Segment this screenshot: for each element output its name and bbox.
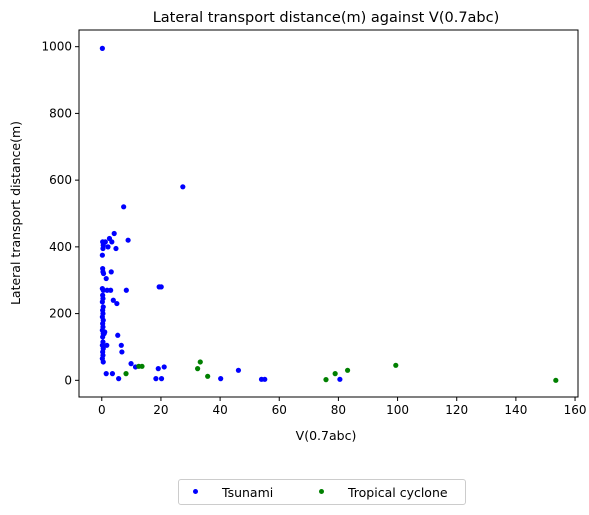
tsunami-point [121, 204, 127, 210]
tropical-cyclone-point [205, 373, 211, 379]
tropical-cyclone-point [195, 366, 201, 372]
tropical-cyclone-point [332, 371, 338, 377]
chart-title: Lateral transport distance(m) against V(… [153, 10, 500, 26]
plot-frame [78, 29, 579, 398]
x-tick-label: 80 [331, 403, 346, 417]
tsunami-point [128, 361, 134, 367]
x-tick-label: 40 [212, 403, 227, 417]
tsunami-point [100, 245, 106, 252]
tsunami-point [114, 300, 120, 307]
tropical-cyclone-point [197, 359, 203, 365]
tsunami-point [100, 270, 107, 277]
tsunami-point [99, 252, 105, 258]
tropical-cyclone-point [139, 363, 145, 369]
tsunami-point [102, 329, 108, 335]
y-tick-label: 400 [49, 240, 72, 254]
tsunami-point [119, 349, 125, 355]
tsunami-point [105, 244, 111, 250]
tsunami-point [108, 287, 114, 293]
tsunami-point [153, 376, 159, 382]
points-layer [99, 45, 559, 383]
tsunami-point [158, 284, 164, 290]
legend-marker-tsunami [193, 489, 198, 494]
tsunami-point [337, 376, 343, 382]
x-tick-label: 60 [272, 403, 287, 417]
tropical-cyclone-point [393, 362, 399, 368]
tsunami-point [118, 342, 124, 348]
y-tick-label: 600 [49, 173, 72, 187]
tsunami-point [155, 366, 161, 372]
tropical-cyclone-point [323, 377, 329, 383]
tsunami-point [100, 359, 106, 365]
y-tick-label: 0 [64, 373, 72, 387]
y-tick-label: 800 [49, 106, 72, 120]
tsunami-point [180, 184, 186, 190]
tsunami-point [103, 371, 109, 377]
legend-label-tsunami: Tsunami [222, 485, 274, 500]
tsunami-point [109, 371, 116, 377]
tsunami-point [111, 230, 117, 237]
y-tick-label: 200 [49, 307, 72, 321]
x-tick-label: 160 [564, 403, 587, 417]
tsunami-point [235, 367, 242, 373]
tropical-cyclone-point [344, 367, 351, 373]
tsunami-point [262, 376, 268, 382]
tsunami-point [158, 376, 165, 382]
tsunami-point [102, 239, 108, 245]
tsunami-point [109, 239, 115, 245]
tsunami-point [125, 237, 131, 243]
tsunami-point [99, 299, 105, 305]
tsunami-point [116, 376, 122, 382]
chart-legend: Tsunami Tropical cyclone [178, 479, 466, 505]
x-axis-ticks: 0 20 40 60 80 100 120 140 160 [98, 397, 587, 417]
x-axis-label: V(0.7abc) [296, 428, 357, 443]
tsunami-point [108, 269, 114, 275]
x-tick-label: 20 [153, 403, 168, 417]
x-tick-label: 100 [386, 403, 409, 417]
tsunami-point [104, 342, 110, 348]
tsunami-point [113, 245, 119, 252]
y-axis-ticks: 0 200 400 600 800 1000 [41, 40, 79, 387]
tsunami-point [161, 364, 167, 370]
tsunami-point [100, 287, 106, 293]
x-tick-label: 120 [445, 403, 468, 417]
tsunami-point [110, 297, 116, 303]
tsunami-point [103, 275, 109, 282]
tsunami-point [115, 332, 121, 338]
x-tick-label: 0 [98, 403, 106, 417]
tsunami-point [218, 376, 224, 382]
tsunami-point [99, 45, 105, 51]
legend-label-tropical-cyclone: Tropical cyclone [348, 485, 448, 500]
tsunami-point [123, 287, 129, 293]
y-axis-label: Lateral transport distance(m) [8, 121, 23, 305]
y-tick-label: 1000 [41, 40, 72, 54]
tropical-cyclone-point [553, 377, 559, 383]
x-tick-label: 140 [504, 403, 527, 417]
tropical-cyclone-point [123, 371, 129, 377]
legend-marker-tropical-cyclone [319, 489, 324, 494]
